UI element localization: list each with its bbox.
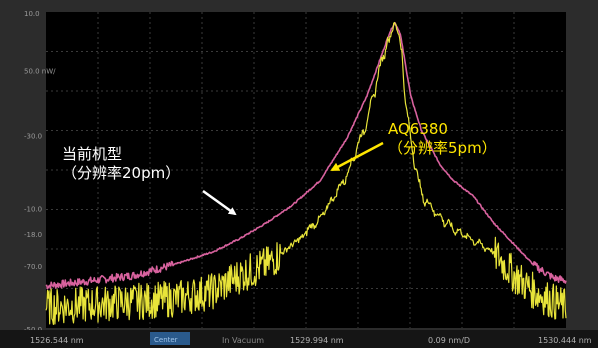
aq6380-label-line1: AQ6380 bbox=[388, 120, 448, 138]
old-model-label-line1: 当前机型 bbox=[62, 145, 123, 163]
arrow-aq6380 bbox=[330, 141, 384, 172]
old-model-annotation: 当前机型 （分辨率20pm） bbox=[62, 145, 180, 183]
arrow-old-model bbox=[202, 189, 237, 216]
y-tick-label: -10.0 bbox=[24, 206, 42, 214]
series-line-old-model bbox=[45, 22, 567, 290]
footer-span: 0.09 nm/D bbox=[428, 336, 470, 345]
y-tick-label: -18.0 bbox=[24, 231, 42, 239]
y-tick-label: -70.0 bbox=[24, 263, 42, 271]
footer-center-label: Center bbox=[154, 336, 178, 344]
footer-center-value: 1529.994 nm bbox=[290, 336, 344, 345]
grid bbox=[46, 12, 566, 328]
y-tick-label: 50.0 nW/ bbox=[24, 67, 56, 75]
footer-center-button[interactable] bbox=[150, 332, 190, 345]
aq6380-label-line2: （分辨率5pm） bbox=[388, 139, 497, 157]
old-model-label-line2: （分辨率20pm） bbox=[62, 164, 181, 182]
series-layer bbox=[45, 21, 567, 325]
footer-stop: 1530.444 nm bbox=[538, 336, 592, 345]
footer-note: In Vacuum bbox=[222, 336, 264, 345]
footer-bar bbox=[0, 330, 598, 348]
footer-start: 1526.544 nm bbox=[30, 336, 84, 345]
y-tick-label: -30.0 bbox=[24, 132, 42, 140]
y-tick-label: 10.0 bbox=[24, 10, 40, 18]
aq6380-annotation: AQ6380 （分辨率5pm） bbox=[388, 120, 497, 158]
series-line-aq6380 bbox=[45, 21, 567, 325]
